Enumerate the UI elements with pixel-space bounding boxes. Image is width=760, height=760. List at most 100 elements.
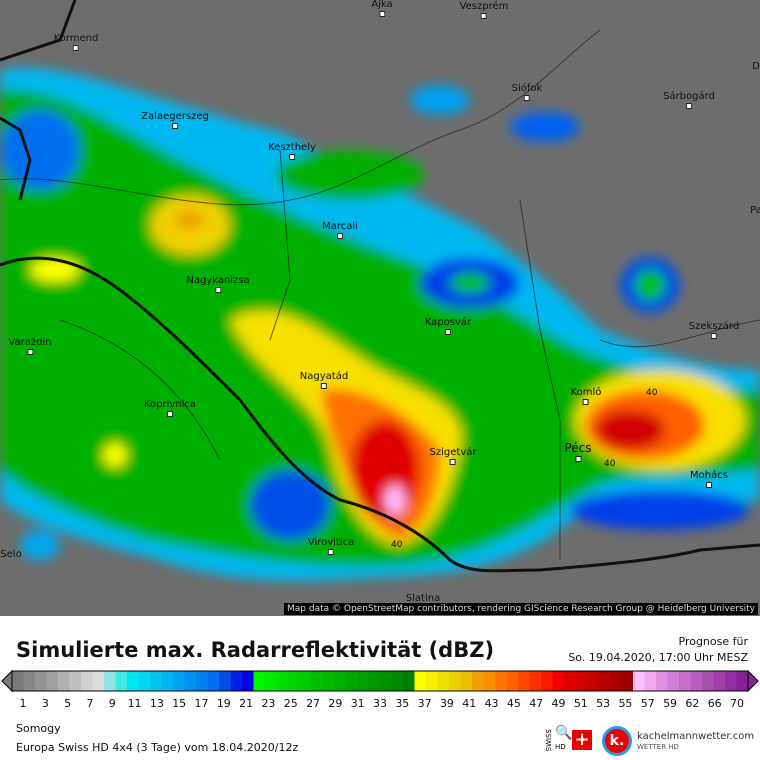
contour-label: 40 bbox=[604, 459, 616, 469]
city-name: Varaždin bbox=[8, 337, 52, 348]
scale-swatch bbox=[575, 671, 588, 691]
scale-swatch bbox=[495, 671, 507, 691]
logos: SWISS 🔍 HD + k. kachelmannwetter.com WET… bbox=[545, 725, 755, 757]
scale-swatch bbox=[529, 671, 542, 691]
scale-tick-label: 33 bbox=[373, 697, 387, 710]
scale-tick-label: 70 bbox=[730, 697, 744, 710]
scale-swatch bbox=[322, 671, 335, 691]
scale-tick-label: 41 bbox=[462, 697, 477, 710]
scale-swatch bbox=[667, 671, 680, 691]
scale-tick-label: 7 bbox=[86, 697, 94, 710]
scale-tick-label: 25 bbox=[283, 697, 298, 710]
scale-tick-label: 55 bbox=[618, 697, 633, 710]
scale-tick-label: 15 bbox=[172, 697, 187, 710]
city-label: Mohács bbox=[690, 470, 728, 488]
scale-swatch bbox=[518, 671, 530, 691]
scale-tick-label: 23 bbox=[261, 697, 276, 710]
city-name: Marcali bbox=[322, 221, 358, 232]
scale-swatch bbox=[380, 671, 392, 691]
scale-swatch bbox=[403, 671, 415, 691]
scale-tick-label: 66 bbox=[707, 697, 722, 710]
swiss-flag-icon: + bbox=[572, 730, 592, 750]
scale-swatch bbox=[138, 671, 151, 691]
scale-swatch bbox=[35, 671, 47, 691]
brand-name[interactable]: kachelmannwetter.com bbox=[637, 731, 755, 742]
scale-swatch bbox=[656, 671, 668, 691]
scale-swatch bbox=[265, 671, 277, 691]
scale-swatch bbox=[58, 671, 70, 691]
scale-swatch bbox=[92, 671, 105, 691]
search-icon: 🔍 bbox=[555, 725, 573, 741]
scale-swatch bbox=[414, 671, 427, 691]
scale-swatch bbox=[46, 671, 59, 691]
scale-tick-label: 35 bbox=[395, 697, 410, 710]
city-label: Slatina bbox=[406, 593, 440, 604]
scale-tick-label: 31 bbox=[350, 697, 365, 710]
scale-tick-label: 19 bbox=[216, 697, 231, 710]
scale-swatch bbox=[127, 671, 139, 691]
scale-tick-label: 43 bbox=[484, 697, 499, 710]
city-name: Selo bbox=[0, 549, 22, 560]
scale-swatch bbox=[242, 671, 254, 691]
scale-swatch bbox=[81, 671, 93, 691]
scale-swatch bbox=[311, 671, 323, 691]
swiss-label: SWISS bbox=[545, 729, 553, 752]
city-name: Veszprém bbox=[459, 1, 509, 12]
scale-tick-label: 21 bbox=[239, 697, 254, 710]
scale-tick-label: 51 bbox=[573, 697, 588, 710]
scale-border bbox=[11, 670, 749, 692]
city-label: Komló bbox=[571, 387, 601, 405]
city-name: Körmend bbox=[53, 33, 99, 44]
city-label: Szekszárd bbox=[689, 321, 739, 339]
scale-swatch bbox=[598, 671, 611, 691]
scale-swatch bbox=[391, 671, 404, 691]
city-label: Nagykanizsa bbox=[186, 275, 250, 293]
scale-swatch bbox=[506, 671, 519, 691]
scale-swatch bbox=[230, 671, 243, 691]
scale-swatch bbox=[12, 671, 24, 691]
scale-tick-label: 3 bbox=[41, 697, 49, 710]
scale-swatch bbox=[483, 671, 496, 691]
radar-map[interactable]: Ajka Veszprém Körmend Siófok Sárbogárd Z… bbox=[0, 0, 760, 616]
model-info: Europa Swiss HD 4x4 (3 Tage) vom 18.04.2… bbox=[16, 741, 299, 754]
scale-swatch bbox=[357, 671, 369, 691]
color-scale-ticks: 1 3 5 7 9 11 13 15 17 19 21 23 25 27 29 31 33 35 37 39 41 43 4… bbox=[0, 697, 760, 711]
city-label: Selo bbox=[0, 549, 21, 560]
city-name: Keszthely bbox=[268, 142, 316, 153]
city-name: Zalaegerszeg bbox=[141, 111, 209, 122]
scale-swatch bbox=[207, 671, 220, 691]
kachelmann-logo: k. bbox=[602, 726, 632, 756]
city-label: Keszthely bbox=[268, 142, 316, 160]
city-label: Ajka bbox=[371, 0, 393, 17]
scale-tick-label: 27 bbox=[306, 697, 321, 710]
scale-swatch bbox=[345, 671, 358, 691]
scale-tick-label: 45 bbox=[506, 697, 521, 710]
scale-swatch bbox=[276, 671, 289, 691]
city-name: Slatina bbox=[405, 593, 441, 604]
scale-swatch bbox=[587, 671, 599, 691]
city-label: Marcali bbox=[322, 221, 358, 239]
city-name: Koprivnica bbox=[143, 399, 197, 410]
scale-tick-label: 62 bbox=[685, 697, 700, 710]
city-label: Koprivnica bbox=[143, 399, 197, 417]
scale-swatch bbox=[736, 671, 749, 691]
scale-tick-label: 11 bbox=[127, 697, 142, 710]
city-name: Mohács bbox=[690, 470, 728, 481]
scale-swatch bbox=[449, 671, 461, 691]
scale-swatch bbox=[69, 671, 82, 691]
forecast-info: Prognose für So. 19.04.2020, 17:00 Uhr M… bbox=[568, 634, 748, 666]
city-name: Nagykanizsa bbox=[186, 275, 250, 286]
scale-arrow-right bbox=[747, 669, 759, 693]
scale-swatch bbox=[426, 671, 438, 691]
scale-swatch bbox=[725, 671, 737, 691]
city-name: Pécs bbox=[564, 441, 592, 455]
city-label: Siófok bbox=[512, 83, 542, 101]
scale-swatch bbox=[621, 671, 634, 691]
scale-tick-label: 39 bbox=[439, 697, 454, 710]
scale-swatch bbox=[23, 671, 36, 691]
city-label: Pa bbox=[750, 205, 760, 216]
hd-label: HD bbox=[555, 743, 566, 751]
region-name: Somogy bbox=[16, 722, 61, 735]
city-label: Veszprém bbox=[459, 1, 509, 19]
scale-tick-label: 9 bbox=[108, 697, 116, 710]
